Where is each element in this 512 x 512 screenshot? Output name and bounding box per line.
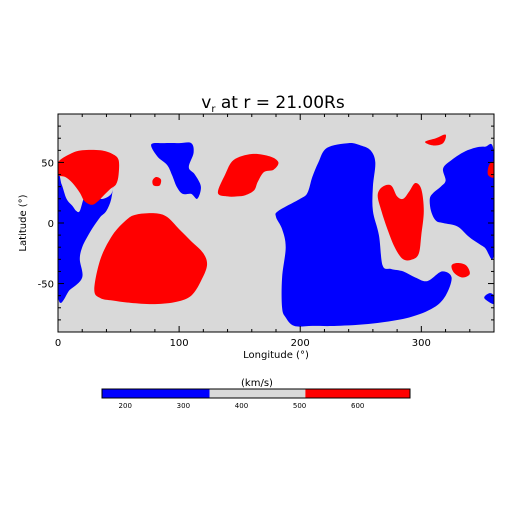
x-tick-label: 100 — [170, 338, 189, 349]
region-slow-2 — [275, 143, 452, 327]
region-fast-11 — [451, 263, 470, 278]
x-tick-label: 300 — [412, 338, 431, 349]
colorbar: (km/s) 200 300 400 500 600 — [101, 378, 411, 410]
colorbar-tick-label: 500 — [293, 402, 306, 410]
title-sub: r — [211, 104, 216, 115]
plot-area: 0 100 200 300 50 0 -50 — [38, 113, 495, 349]
y-axis-label: Latitude (°) — [18, 194, 29, 251]
colorbar-tick-label: 300 — [177, 402, 190, 410]
y-tick-label: -50 — [38, 280, 54, 291]
region-slow-0 — [58, 172, 114, 303]
x-tick-label: 0 — [55, 338, 61, 349]
colorbar-tick-label: 600 — [351, 402, 364, 410]
regions-layer — [58, 134, 494, 327]
region-slow-3 — [429, 143, 494, 260]
y-tick-label: 50 — [41, 158, 54, 169]
chart-title: vr at r = 21.00Rs — [201, 93, 345, 115]
region-fast-10 — [424, 134, 447, 146]
region-fast-5 — [58, 149, 120, 205]
colorbar-title: (km/s) — [241, 378, 273, 389]
region-fast-6 — [94, 213, 208, 305]
region-slow-1 — [151, 142, 201, 199]
region-fast-7 — [217, 153, 279, 197]
colorbar-ticks: 200 300 400 500 600 — [119, 402, 365, 410]
colorbar-frame — [101, 388, 411, 399]
colorbar-tick-label: 400 — [235, 402, 248, 410]
colorbar-bin-2 — [305, 389, 410, 398]
title-rest: at r = 21.00Rs — [215, 93, 344, 113]
x-tick-label: 200 — [291, 338, 310, 349]
colorbar-tick-label: 200 — [119, 402, 132, 410]
axes-layer: 0 100 200 300 50 0 -50 — [38, 114, 494, 349]
region-fast-9 — [377, 182, 424, 261]
colorbar-bin-0 — [102, 389, 210, 398]
y-tick-label: 0 — [48, 219, 54, 230]
region-fast-12 — [487, 161, 494, 178]
title-main: v — [201, 93, 211, 113]
region-fast-8 — [152, 176, 162, 187]
colorbar-bin-1 — [209, 389, 306, 398]
colorbar-bins — [102, 389, 410, 398]
x-axis-label: Longitude (°) — [243, 350, 309, 361]
